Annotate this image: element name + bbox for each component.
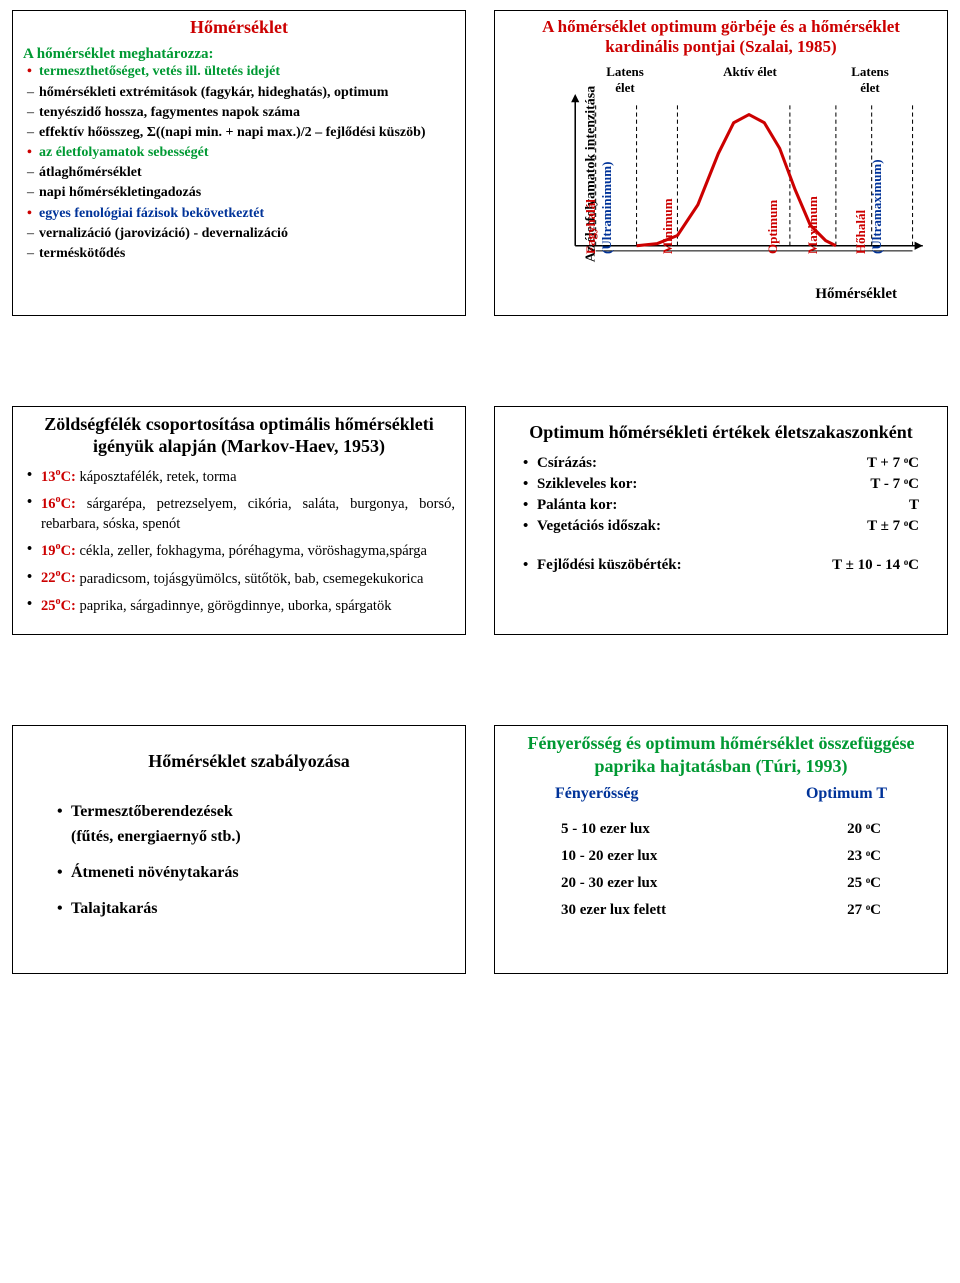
optimum-chart: Az életfolyamatok intenzitása Latens éle… [505,64,937,284]
panel6-rows: 5 - 10 ezer lux20 ᵒC 10 - 20 ezer lux23 ᵒ… [505,821,937,919]
panel6-row: 10 - 20 ezer lux23 ᵒC [555,848,887,865]
panel3-title: Zöldségfélék csoportosítása optimális hő… [23,413,455,458]
panel5-item: Talajtakarás [57,898,445,920]
panel-optimum-curve: A hőmérséklet optimum görbéje és a hőmér… [494,10,948,316]
panel-homerseklet-definition: Hőmérséklet A hőmérséklet meghatározza: … [12,10,466,316]
panel4-row-threshold: Fejlődési küszöbérték:T ± 10 - 14 ᵒC [523,557,919,574]
panel1-item: napi hőmérsékletingadozás [27,184,455,202]
panel1-item: vernalizáció (jarovizáció) - devernalizá… [27,225,455,243]
panel6-head-left: Fényerősség [555,785,639,803]
panel4-rows: Csírázás:T + 7 ᵒC Szikleveles kor:T - 7 ᵒ… [505,451,937,574]
panel1-subtitle: A hőmérséklet meghatározza: [23,45,455,64]
chart-xlabel: Hőmérséklet [505,286,937,303]
panel1-item: egyes fenológiai fázisok bekövetkeztét [27,205,455,223]
panel-vegetable-groups: Zöldségfélék csoportosítása optimális hő… [12,406,466,636]
label-latens-right-text: Latens élet [851,64,889,95]
vlabel-ultramin: (Ultraminimum) [599,161,615,253]
panel1-list: termeszthetőséget, vetés ill. ültetés id… [23,63,455,263]
panel6-row: 30 ezer lux felett27 ᵒC [555,902,887,919]
vlabel-ultramax: (Ultramaximum) [869,159,885,254]
panel-temperature-control: Hőmérséklet szabályozása Termesztőberend… [12,725,466,974]
panel-light-intensity: Fényerősség és optimum hőmérséklet össze… [494,725,948,974]
panel2-title: A hőmérséklet optimum görbéje és a hőmér… [505,17,937,58]
panel4-row: Vegetációs időszak:T ± 7 ᵒC [523,518,919,535]
panel3-item: 13oC: káposztafélék, retek, torma [27,466,455,487]
vlabel-minimum: Minimum [660,198,676,254]
label-latens-left-text: Latens élet [606,64,644,95]
label-aktiv-text: Aktív élet [723,64,777,79]
panel1-item: effektív hőösszeg, Σ((napi min. + napi m… [27,124,455,142]
panel4-title: Optimum hőmérsékleti értékek életszakasz… [505,421,937,444]
panel1-item: termeszthetőséget, vetés ill. ültetés id… [27,63,455,81]
vlabel-optimum: Optimum [765,200,781,254]
panel3-item: 19oC: cékla, zeller, fokhagyma, póréhagy… [27,540,455,561]
panel1-title: Hőmérséklet [23,17,455,39]
panel-optimum-values: Optimum hőmérsékleti értékek életszakasz… [494,406,948,636]
vlabel-fagyhalal: Fagyhalál [583,199,599,254]
panel5-item: Termesztőberendezések [57,801,445,823]
panel5-list: Termesztőberendezések (fűtés, energiaerny… [53,801,445,919]
panel1-item: tenyészidő hossza, fagymentes napok szám… [27,104,455,122]
panel4-row: Szikleveles kor:T - 7 ᵒC [523,476,919,493]
vlabel-maximum: Maximum [805,196,821,254]
label-aktiv-elet: Aktív élet [700,64,800,80]
panel5-title: Hőmérséklet szabályozása [53,750,445,773]
panel6-head-right: Optimum T [806,785,887,803]
panel5-item: (fűtés, energiaernyő stb.) [57,826,445,848]
panel5-item: Átmeneti növénytakarás [57,862,445,884]
panel3-item: 25oC: paprika, sárgadinnye, görögdinnye,… [27,595,455,616]
panel3-list: 13oC: káposztafélék, retek, torma 16oC: s… [23,466,455,617]
panel4-row: Csírázás:T + 7 ᵒC [523,455,919,472]
vlabel-hohalal: Hőhalál [853,210,869,254]
panel3-item: 16oC: sárgarépa, petrezselyem, cikória, … [27,493,455,534]
panel1-item: az életfolyamatok sebességét [27,144,455,162]
slide-grid: Hőmérséklet A hőmérséklet meghatározza: … [12,10,948,974]
panel6-header: Fényerősség Optimum T [505,785,937,803]
panel3-item: 22oC: paradicsom, tojásgyümölcs, sütőtök… [27,568,455,589]
panel1-item: átlaghőmérséklet [27,164,455,182]
panel6-title: Fényerősség és optimum hőmérséklet össze… [505,732,937,777]
panel6-row: 5 - 10 ezer lux20 ᵒC [555,821,887,838]
panel4-row: Palánta kor:T [523,497,919,514]
panel1-item: terméskötődés [27,245,455,263]
panel1-item: hőmérsékleti extrémitások (fagykár, hide… [27,84,455,102]
panel6-row: 20 - 30 ezer lux25 ᵒC [555,875,887,892]
